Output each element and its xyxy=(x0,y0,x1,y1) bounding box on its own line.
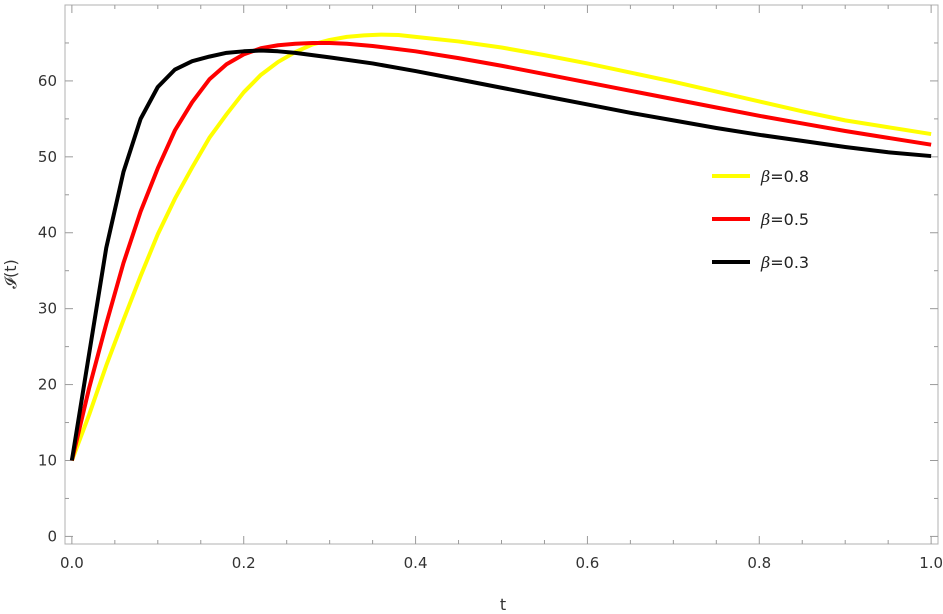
y-tick-label: 50 xyxy=(38,148,57,166)
y-tick-label: 60 xyxy=(38,72,57,90)
x-tick-label: 0.8 xyxy=(747,554,771,572)
series-lines xyxy=(69,32,932,462)
x-axis-label: t xyxy=(500,595,506,614)
x-tick-label: 0.2 xyxy=(232,554,256,572)
y-tick-label: 20 xyxy=(38,376,57,394)
axis-ticks xyxy=(65,5,938,544)
legend-symbol: β xyxy=(760,210,770,229)
legend: β=0.8β=0.5β=0.3 xyxy=(712,167,809,272)
y-axis-label: 𝓘(t) xyxy=(1,259,20,289)
y-tick-label: 0 xyxy=(47,527,57,545)
series-line-1 xyxy=(69,40,932,461)
series-line-0 xyxy=(69,32,932,462)
legend-symbol: β xyxy=(760,167,770,186)
legend-entry-1: β=0.5 xyxy=(760,210,809,229)
axis-tick-labels: 0.0 0.2 0.4 0.6 0.8 1.0 0 10 20 30 40 50 60 xyxy=(38,72,943,572)
y-tick-label: 40 xyxy=(38,224,57,242)
legend-symbol: β xyxy=(760,253,770,272)
x-tick-label: 0.4 xyxy=(404,554,428,572)
legend-value: =0.8 xyxy=(770,167,809,186)
series-line-2 xyxy=(69,48,932,461)
x-tick-label: 1.0 xyxy=(919,554,943,572)
legend-value: =0.5 xyxy=(770,210,809,229)
x-tick-label: 0.0 xyxy=(60,554,84,572)
y-tick-label: 30 xyxy=(38,300,57,318)
legend-entry-2: β=0.3 xyxy=(760,253,809,272)
x-tick-label: 0.6 xyxy=(575,554,599,572)
legend-entry-0: β=0.8 xyxy=(760,167,809,186)
y-tick-label: 10 xyxy=(38,451,57,469)
legend-value: =0.3 xyxy=(770,253,809,272)
